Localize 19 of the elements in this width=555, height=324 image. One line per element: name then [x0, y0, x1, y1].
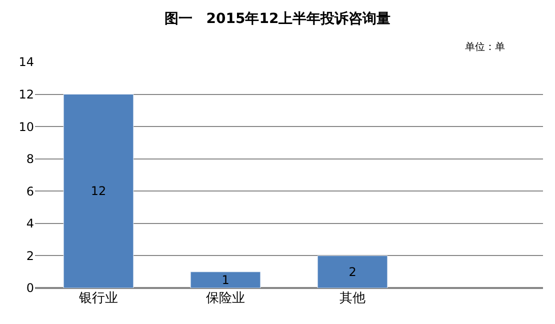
bar	[317, 255, 388, 288]
y-tick-label: 10	[18, 120, 34, 134]
x-tick-label: 保险业	[206, 291, 245, 306]
data-label: 2	[348, 264, 356, 279]
chart-title: 图一 2015年12上半年投诉咨询量	[164, 10, 391, 27]
x-tick-label: 银行业	[78, 291, 118, 306]
bar	[63, 94, 134, 288]
y-tick-label: 8	[26, 152, 34, 166]
y-tick-label: 12	[18, 87, 34, 102]
y-tick-label: 2	[26, 248, 34, 263]
bar	[190, 272, 261, 288]
y-tick-label: 6	[26, 184, 34, 198]
y-tick-label: 4	[26, 216, 34, 231]
y-tick-label: 14	[18, 55, 34, 70]
data-label: 1	[222, 272, 230, 287]
y-tick-label: 0	[26, 281, 34, 296]
x-tick-label: 其他	[340, 291, 366, 306]
text: 单位：单	[465, 41, 505, 53]
data-label: 12	[90, 184, 106, 198]
